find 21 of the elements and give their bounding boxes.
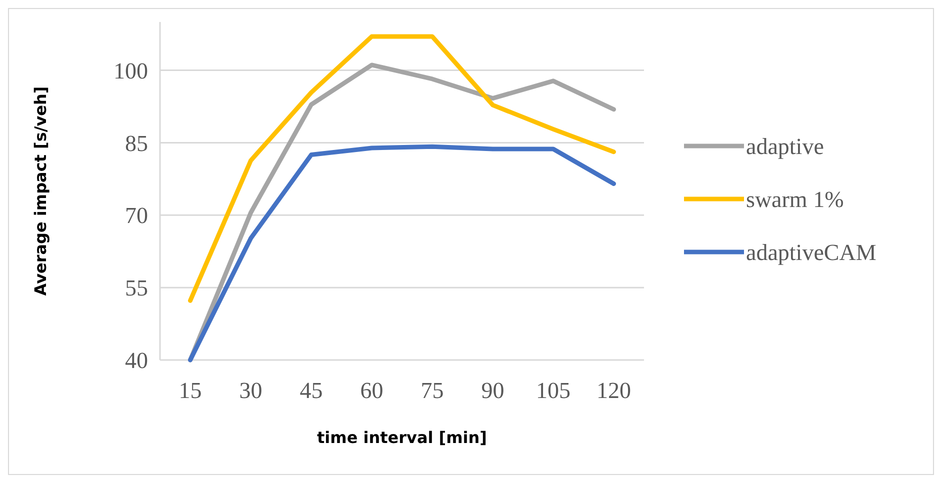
legend-label: adaptive	[746, 134, 824, 160]
x-tick-label: 15	[178, 378, 202, 403]
x-axis-title: time interval [min]	[317, 428, 487, 447]
line-series	[188, 34, 616, 303]
y-tick-label: 55	[125, 276, 148, 301]
x-tick-label: 105	[536, 378, 570, 403]
x-tick-label: 60	[360, 378, 384, 403]
y-tick-label: 40	[125, 348, 148, 374]
y-tick-label: 85	[125, 130, 148, 156]
legend-label: adaptiveCAM	[746, 240, 876, 266]
y-tick-label: 70	[125, 203, 148, 228]
line-series	[188, 144, 616, 362]
x-tick-label: 90	[481, 378, 504, 403]
x-tick-label: 75	[420, 378, 444, 403]
line-series	[188, 62, 616, 362]
y-axis-title: Average impact [s/veh]	[31, 86, 50, 296]
y-tick-label: 100	[114, 58, 148, 84]
legend-label: swarm 1%	[746, 187, 844, 212]
x-tick-label: 45	[300, 378, 323, 403]
x-tick-label: 30	[239, 378, 262, 403]
x-tick-label: 120	[596, 378, 631, 403]
